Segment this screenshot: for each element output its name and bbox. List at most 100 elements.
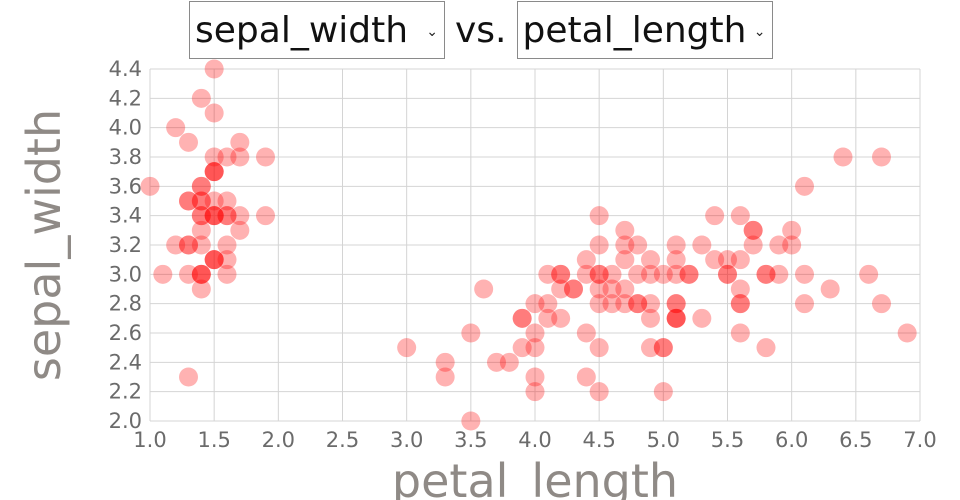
data-point [872, 147, 891, 167]
data-point [461, 323, 481, 343]
x-tick-label: 2.0 [262, 428, 295, 452]
data-point [730, 250, 750, 270]
data-point [204, 250, 224, 270]
data-point [191, 279, 211, 299]
x-axis-variable-select[interactable]: petal_length ⌄ [516, 1, 773, 59]
data-point [256, 206, 275, 226]
data-point [474, 279, 494, 299]
data-point [538, 264, 558, 284]
data-point [551, 264, 571, 284]
data-point [705, 250, 725, 270]
data-point [204, 147, 224, 167]
data-point [204, 162, 224, 182]
axis-selector-bar: sepal_width ⌄ vs. petal_length ⌄ [189, 0, 773, 60]
data-point [166, 235, 186, 255]
data-point [487, 352, 506, 372]
data-point [679, 264, 699, 284]
data-point [525, 382, 545, 402]
data-point [191, 176, 211, 196]
data-point [179, 235, 198, 255]
data-point [769, 235, 789, 255]
data-point [217, 250, 237, 270]
data-point [615, 294, 635, 314]
data-point [589, 235, 609, 255]
x-tick-label: 5.5 [711, 428, 744, 452]
y-tick-label: 2.6 [109, 321, 142, 345]
data-point [564, 279, 583, 299]
y-tick-label: 3.8 [109, 145, 142, 169]
y-tick-label: 2.2 [109, 380, 142, 404]
x-tick-label: 1.0 [133, 428, 166, 452]
data-point [641, 294, 660, 314]
data-point [564, 279, 583, 299]
data-point [576, 367, 596, 387]
data-point [153, 264, 173, 284]
data-point [204, 191, 224, 211]
data-point [718, 264, 737, 284]
data-point [191, 264, 211, 284]
y-tick-label: 2.0 [109, 409, 142, 433]
data-point [589, 206, 609, 226]
data-point [666, 308, 686, 328]
x-tick-label: 4.0 [518, 428, 551, 452]
data-point [191, 88, 211, 108]
data-point [615, 279, 635, 299]
data-point [666, 308, 686, 328]
data-point [730, 323, 750, 343]
y-tick-label: 3.6 [109, 174, 142, 198]
data-point [615, 235, 635, 255]
data-point [204, 59, 224, 79]
data-point [191, 191, 211, 211]
data-point [589, 338, 609, 358]
data-point [538, 308, 558, 328]
data-point [769, 264, 789, 284]
data-point [204, 206, 224, 226]
data-point [191, 264, 211, 284]
data-point [435, 352, 455, 372]
data-point [730, 279, 750, 299]
data-point [551, 279, 571, 299]
x-tick-label: 4.5 [582, 428, 615, 452]
data-point [230, 147, 250, 167]
data-point [782, 220, 802, 240]
data-point [653, 264, 673, 284]
data-point [435, 367, 455, 387]
data-point [166, 118, 186, 138]
data-point [551, 264, 571, 284]
data-point [525, 367, 545, 387]
data-point [679, 264, 699, 284]
data-point [512, 338, 532, 358]
data-point [179, 191, 198, 211]
data-point [589, 294, 609, 314]
chevron-down-icon: ⌄ [426, 24, 438, 40]
data-points [140, 59, 917, 431]
data-point [628, 235, 648, 255]
data-point [525, 323, 545, 343]
data-point [666, 264, 686, 284]
data-point [512, 308, 532, 328]
x-tick-label: 6.5 [839, 428, 872, 452]
data-point [204, 206, 224, 226]
data-point [179, 132, 198, 152]
data-point [692, 308, 712, 328]
data-point [692, 235, 712, 255]
data-point [782, 235, 802, 255]
data-point [653, 338, 673, 358]
data-point [191, 220, 211, 240]
data-point [230, 220, 250, 240]
data-point [217, 235, 237, 255]
x-axis-title: petal_length [392, 454, 678, 500]
data-point [204, 103, 224, 123]
x-axis-variable-value: petal_length [522, 9, 747, 51]
data-point [217, 206, 237, 226]
data-point [576, 323, 596, 343]
y-tick-label: 4.4 [109, 57, 142, 81]
x-tick-label: 3.0 [390, 428, 423, 452]
data-point [628, 264, 648, 284]
data-point [179, 367, 198, 387]
y-axis-variable-select[interactable]: sepal_width ⌄ [189, 1, 445, 59]
data-point [653, 338, 673, 358]
y-tick-label: 3.0 [109, 262, 142, 286]
data-point [641, 338, 660, 358]
